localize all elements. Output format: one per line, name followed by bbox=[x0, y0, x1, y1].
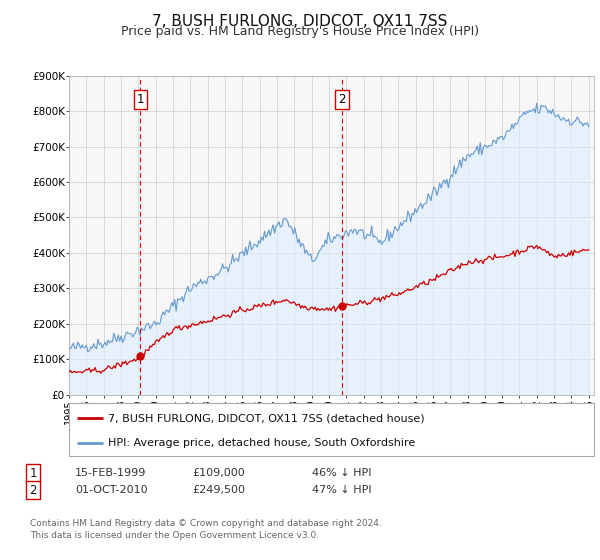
Text: 46% ↓ HPI: 46% ↓ HPI bbox=[312, 468, 371, 478]
Text: Contains HM Land Registry data © Crown copyright and database right 2024.
This d: Contains HM Land Registry data © Crown c… bbox=[30, 519, 382, 540]
Text: 1: 1 bbox=[29, 466, 37, 480]
Text: £249,500: £249,500 bbox=[192, 485, 245, 495]
Text: 15-FEB-1999: 15-FEB-1999 bbox=[75, 468, 146, 478]
Text: 7, BUSH FURLONG, DIDCOT, OX11 7SS (detached house): 7, BUSH FURLONG, DIDCOT, OX11 7SS (detac… bbox=[109, 413, 425, 423]
Text: 01-OCT-2010: 01-OCT-2010 bbox=[75, 485, 148, 495]
Text: £109,000: £109,000 bbox=[192, 468, 245, 478]
Text: 47% ↓ HPI: 47% ↓ HPI bbox=[312, 485, 371, 495]
Text: 7, BUSH FURLONG, DIDCOT, OX11 7SS: 7, BUSH FURLONG, DIDCOT, OX11 7SS bbox=[152, 14, 448, 29]
Text: Price paid vs. HM Land Registry's House Price Index (HPI): Price paid vs. HM Land Registry's House … bbox=[121, 25, 479, 38]
Text: 1: 1 bbox=[137, 93, 144, 106]
Text: HPI: Average price, detached house, South Oxfordshire: HPI: Average price, detached house, Sout… bbox=[109, 438, 416, 448]
Text: 2: 2 bbox=[338, 93, 346, 106]
Text: 2: 2 bbox=[29, 483, 37, 497]
